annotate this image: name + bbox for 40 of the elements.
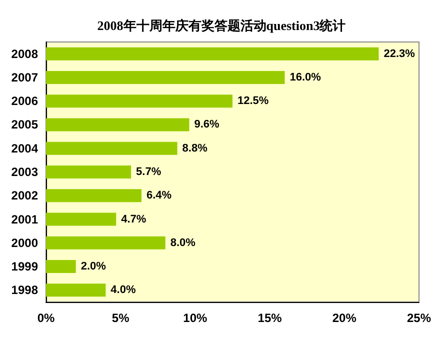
y-tick-label: 2000 [11, 236, 38, 250]
bar [46, 236, 166, 250]
x-tick-label: 15% [258, 311, 282, 325]
y-tick-label: 2005 [11, 118, 38, 132]
data-label: 8.8% [182, 142, 208, 154]
y-tick-label: 2003 [11, 165, 38, 179]
bar [46, 70, 285, 84]
y-tick-label: 1998 [11, 283, 38, 298]
y-tick-label: 2008 [11, 46, 38, 61]
y-tick-label: 2007 [11, 70, 38, 84]
y-tick-label: 2001 [11, 212, 38, 226]
data-label: 2.0% [80, 260, 106, 273]
bar [46, 47, 379, 60]
y-tick-label: 2006 [11, 94, 38, 108]
bar [46, 260, 76, 274]
data-label: 4.0% [110, 284, 136, 296]
x-tick-label: 0% [37, 311, 55, 325]
bar [46, 166, 132, 178]
x-tick-label: 25% [406, 311, 432, 325]
data-label: 6.4% [146, 190, 172, 202]
data-label: 8.0% [170, 236, 196, 249]
data-label: 22.3% [384, 48, 416, 60]
bar [46, 118, 190, 132]
y-tick-label: 2004 [11, 141, 38, 156]
x-tick-label: 20% [332, 311, 357, 325]
chart-title: 2008年十周年庆有奖答题活动question3统计 [97, 18, 346, 33]
y-tick-label: 1999 [11, 260, 38, 274]
x-tick-label: 5% [112, 311, 130, 325]
bar [46, 212, 116, 226]
bar [46, 189, 142, 202]
bar [46, 142, 178, 155]
y-tick-label: 2002 [11, 188, 38, 203]
data-label: 9.6% [194, 118, 220, 131]
data-label: 16.0% [290, 71, 322, 84]
data-label: 5.7% [136, 166, 162, 178]
x-tick-label: 10% [183, 311, 208, 325]
data-label: 12.5% [238, 95, 269, 108]
bar [46, 284, 106, 297]
data-label: 4.7% [121, 213, 146, 226]
bar [46, 94, 232, 108]
